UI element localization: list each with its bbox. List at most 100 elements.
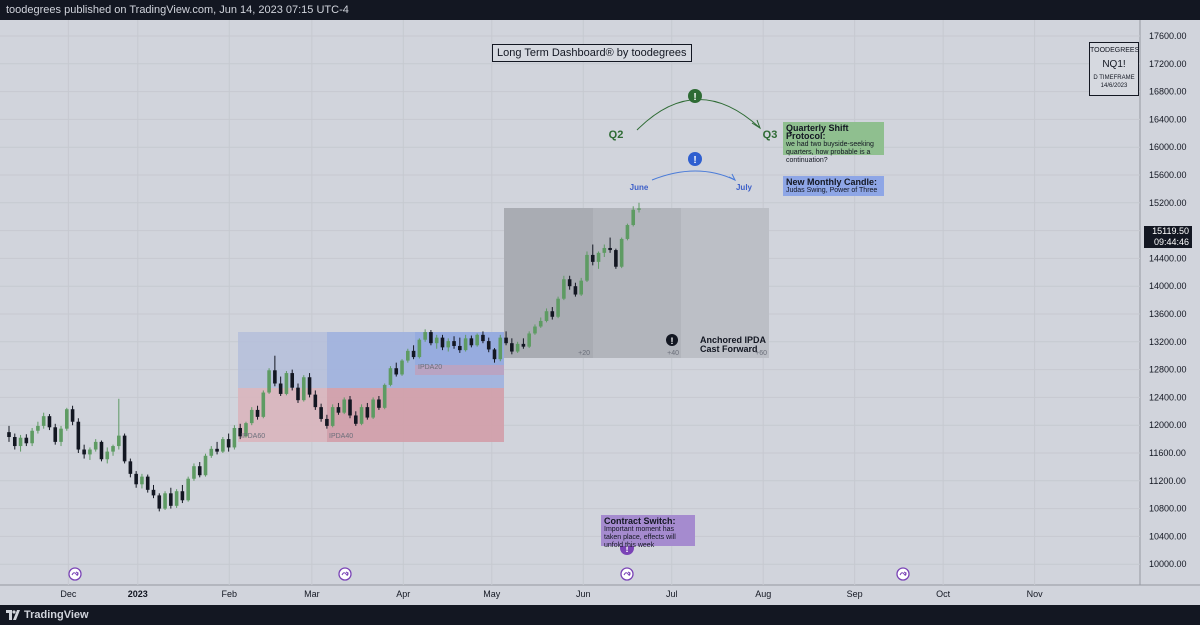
candle-body xyxy=(562,279,566,299)
candle xyxy=(406,348,410,363)
price-tick-label: 11600.00 xyxy=(1149,448,1186,458)
quarter-alert-icon[interactable]: ! xyxy=(688,89,702,103)
ipda40-range-bottom xyxy=(327,388,504,442)
candle xyxy=(47,414,52,431)
price-axis[interactable]: 17600.00 17200.00 16800.00 16400.00 16000.00… xyxy=(1149,31,1187,569)
candle xyxy=(255,405,260,420)
candle-body xyxy=(573,286,578,295)
candle-body xyxy=(434,337,439,344)
candle xyxy=(527,331,531,349)
svg-text:!: ! xyxy=(625,544,628,555)
candle xyxy=(186,476,190,502)
candle xyxy=(631,206,636,227)
candle-body xyxy=(192,466,196,479)
quarterly-shift-note: Quarterly Shift Protocol: we had two buy… xyxy=(783,122,884,164)
info-date: 14/6/2023 xyxy=(1100,83,1128,89)
price-tick-label: 17200.00 xyxy=(1149,59,1187,69)
candle-body xyxy=(382,384,387,408)
candle xyxy=(82,444,86,459)
price-tick-label: 13600.00 xyxy=(1149,309,1187,319)
candle-body xyxy=(521,343,526,347)
candle xyxy=(510,338,514,355)
candle xyxy=(423,329,427,342)
candle xyxy=(134,471,138,488)
candle xyxy=(498,334,503,362)
candle-body xyxy=(209,448,214,456)
candle xyxy=(209,446,214,458)
bar-countdown: 09:44:46 xyxy=(1153,237,1189,247)
price-tick-label: 15600.00 xyxy=(1149,170,1187,180)
candle-body xyxy=(41,416,46,426)
candle-body xyxy=(290,373,295,388)
month-alert-icon[interactable]: ! xyxy=(688,152,702,166)
candle-body xyxy=(7,432,11,438)
candle-body xyxy=(365,407,370,418)
candlestick-chart[interactable]: 17600.00 17200.00 16800.00 16400.00 16000.00… xyxy=(0,20,1200,605)
candle xyxy=(619,237,624,269)
candle xyxy=(348,396,352,419)
candle-body xyxy=(515,343,520,352)
candle-body xyxy=(527,333,531,347)
candle xyxy=(481,331,485,344)
candle xyxy=(342,397,347,415)
candle-body xyxy=(371,399,375,418)
candle-body xyxy=(596,252,601,262)
tradingview-brand: TradingView xyxy=(24,609,89,621)
new-monthly-candle-note: New Monthly Candle: Judas Swing, Power o… xyxy=(783,176,884,196)
event-markers[interactable] xyxy=(68,567,910,581)
anchored-line-2: Cast Forward xyxy=(700,344,758,354)
candle xyxy=(296,383,300,403)
candle-body xyxy=(452,341,456,346)
candle-body xyxy=(625,225,630,239)
chart-area[interactable]: 17600.00 17200.00 16800.00 16400.00 16000.00… xyxy=(0,20,1200,605)
price-tick-label: 16000.00 xyxy=(1149,142,1187,152)
candle-body xyxy=(463,338,468,351)
svg-text:!: ! xyxy=(671,336,674,346)
candle xyxy=(88,447,92,460)
candle-body xyxy=(492,349,497,360)
candle xyxy=(371,397,375,419)
cs-text: Important moment has taken place, effect… xyxy=(604,526,676,549)
price-tick-label: 12000.00 xyxy=(1149,420,1187,430)
candle-body xyxy=(186,478,190,501)
candle-body xyxy=(157,495,162,509)
candle-body xyxy=(296,387,300,401)
candle-body xyxy=(510,343,514,352)
price-tick-label: 12400.00 xyxy=(1149,392,1187,402)
candle-body xyxy=(590,254,595,262)
candle xyxy=(192,463,196,481)
candle-body xyxy=(261,392,266,417)
candle xyxy=(267,368,271,394)
candle-body xyxy=(273,370,277,384)
footer-bar: TradingView xyxy=(0,605,1200,625)
time-axis[interactable]: Dec 2023 Feb Mar Apr May Jun Jul Aug Sep Oct Nov xyxy=(60,589,1043,599)
candle xyxy=(330,404,335,428)
candle xyxy=(521,338,526,349)
candle xyxy=(458,337,462,353)
candle-body xyxy=(585,254,589,281)
candle xyxy=(244,421,248,438)
info-author: TOODEGREES xyxy=(1090,47,1140,54)
candle xyxy=(12,433,17,450)
candle-body xyxy=(631,209,636,226)
forward-40-label: +40 xyxy=(667,350,679,357)
candle-body xyxy=(498,337,503,360)
candle xyxy=(434,334,439,349)
forward-alert-icon[interactable]: ! xyxy=(666,334,678,346)
candle xyxy=(579,277,584,296)
candle xyxy=(336,402,341,415)
candle-body xyxy=(336,407,341,413)
candle-body xyxy=(330,407,335,426)
candle xyxy=(59,425,63,447)
time-tick-label: Apr xyxy=(396,589,410,599)
candle-body xyxy=(353,415,358,424)
candle xyxy=(625,223,630,241)
candle xyxy=(533,324,537,335)
candle xyxy=(388,366,393,387)
candle-body xyxy=(608,247,612,251)
candle-body xyxy=(197,466,202,476)
candle-body xyxy=(169,493,173,506)
candle-body xyxy=(267,370,271,393)
candle xyxy=(515,341,520,353)
forward-60-label: +60 xyxy=(755,350,767,357)
